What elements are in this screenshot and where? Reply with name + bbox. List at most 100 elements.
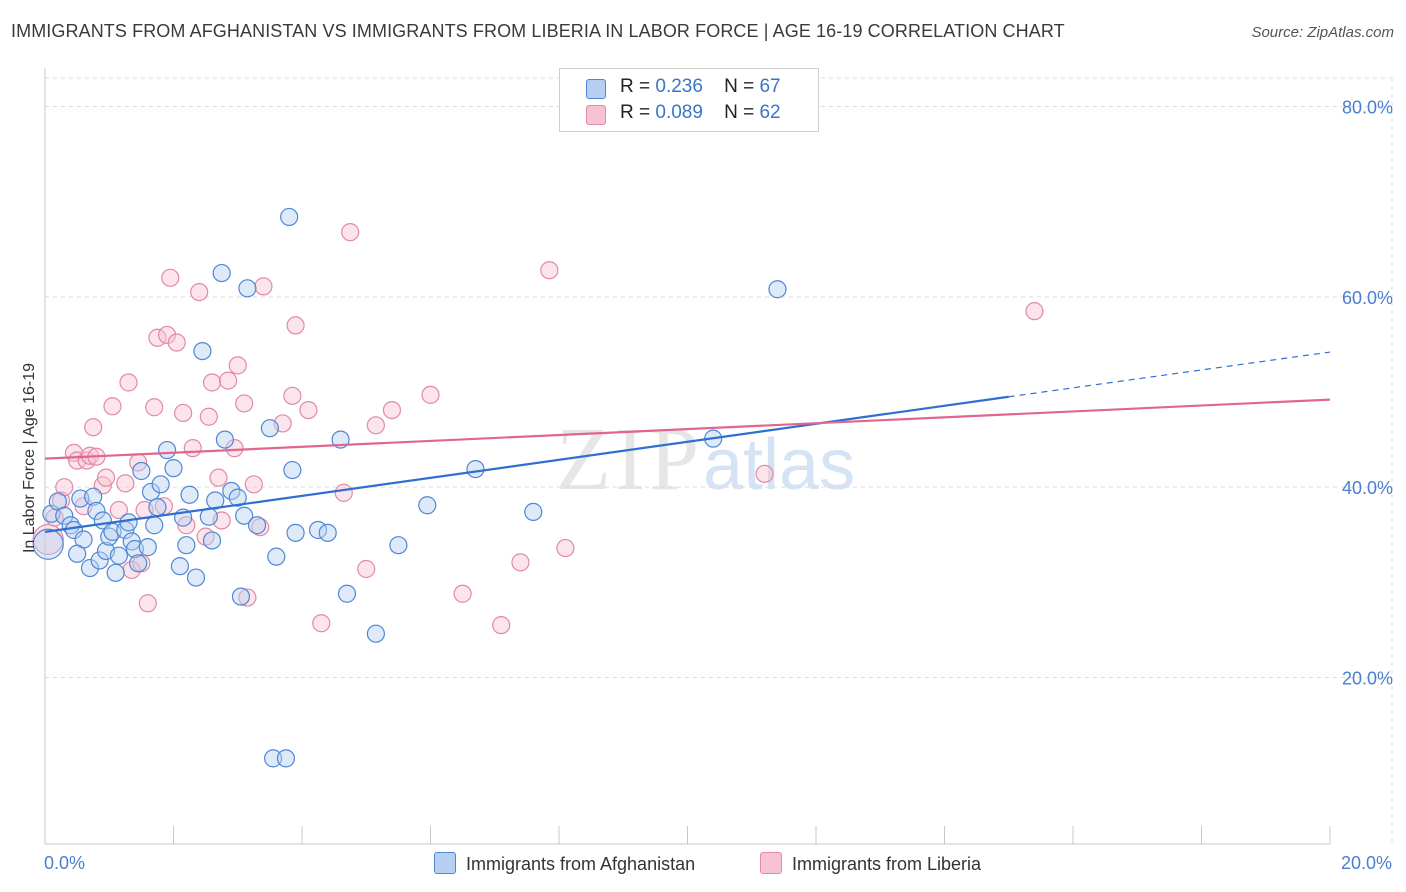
afghanistan-point: [768, 280, 787, 299]
correlation-legend: R = 0.236 N = 67 R = 0.089 N = 62: [559, 68, 819, 132]
watermark-atlas: atlas: [703, 425, 856, 505]
liberia-point: [219, 371, 238, 390]
afghanistan-point: [524, 502, 543, 522]
afghanistan-point: [87, 501, 106, 521]
bottom-legend-afghanistan: Immigrants from Afghanistan: [434, 852, 695, 875]
liberia-point: [251, 518, 270, 537]
liberia-point: [334, 483, 353, 502]
liberia-point: [145, 398, 164, 417]
liberia-point: [183, 439, 202, 458]
afghanistan-point: [318, 523, 337, 542]
afghanistan-point: [157, 440, 177, 460]
liberia-point: [228, 356, 247, 375]
afghanistan-point: [90, 551, 109, 570]
afghanistan-point: [202, 531, 222, 550]
liberia-point: [238, 588, 257, 607]
afghanistan-point: [170, 557, 190, 576]
afghanistan-point: [231, 587, 251, 606]
afghanistan-point: [389, 536, 408, 555]
afghanistan-point: [235, 506, 254, 525]
liberia-point: [299, 400, 318, 420]
bottom-legend-liberia: Immigrants from Liberia: [760, 852, 981, 875]
bottom-label-liberia: Immigrants from Liberia: [792, 854, 982, 874]
liberia-point: [1025, 302, 1044, 321]
liberia-point: [755, 464, 774, 483]
legend-n-value: 67: [759, 76, 781, 97]
afghanistan-point: [148, 498, 167, 517]
bottom-swatch-afghanistan: [434, 852, 456, 874]
axis-layer: [44, 68, 1331, 845]
afghanistan-point: [267, 547, 286, 566]
liberia-point: [109, 500, 128, 520]
afghanistan-point: [280, 207, 299, 227]
x-tick-label-max: 20.0%: [1341, 853, 1392, 873]
watermark: ZIPatlas: [556, 408, 855, 511]
liberia-point: [32, 523, 64, 556]
bottom-label-afghanistan: Immigrants from Afghanistan: [466, 854, 696, 874]
liberia-point: [84, 418, 103, 437]
afghanistan-point: [228, 488, 247, 507]
afghanistan-point: [109, 546, 128, 565]
afghanistan-point: [215, 430, 234, 449]
liberia-point: [421, 385, 440, 404]
afghanistan-point: [106, 563, 125, 582]
liberia-point: [235, 394, 254, 413]
afghanistan-trend-line: [44, 395, 1009, 533]
legend-r-value: 0.236: [655, 76, 703, 97]
y-tick-label: 20.0%: [1342, 668, 1393, 688]
liberia-point: [540, 261, 559, 280]
afghanistan-point: [177, 536, 196, 555]
afghanistan-point: [138, 538, 157, 557]
legend-r-label: R =: [620, 76, 651, 97]
legend-n-label: N =: [724, 76, 755, 97]
y-tick-label: 80.0%: [1342, 98, 1393, 118]
liberia-point: [103, 397, 122, 416]
liberia-point: [556, 538, 575, 558]
afghanistan-point: [129, 554, 148, 573]
legend-r-label: R =: [620, 102, 651, 123]
source-credit: Source: ZipAtlas.com: [1251, 24, 1394, 41]
liberia-point: [492, 616, 511, 635]
liberia-trend-line: [44, 398, 1331, 460]
afghanistan-point: [68, 544, 87, 563]
liberia-point: [286, 316, 305, 335]
bottom-swatch-liberia: [760, 852, 782, 874]
afghanistan-point: [286, 523, 305, 542]
legend-text-liberia: R = 0.089 N = 62: [620, 102, 781, 124]
legend-n-label: N =: [724, 102, 755, 123]
liberia-point: [357, 559, 376, 579]
afghanistan-point: [238, 279, 257, 298]
afghanistan-point: [212, 263, 231, 283]
liberia-point: [202, 373, 222, 392]
afghanistan-point: [55, 506, 74, 525]
label-layer: 20.0% 40.0% 60.0% 80.0% 0.0% 20.0% In Labor Fo…: [21, 98, 1393, 873]
y-tick-label: 60.0%: [1342, 288, 1393, 308]
afghanistan-point: [263, 749, 283, 768]
legend-n-value: 62: [759, 102, 781, 123]
afghanistan-point: [337, 584, 357, 603]
afghanistan-point: [283, 460, 302, 480]
legend-swatch-liberia: [586, 105, 606, 125]
afghanistan-point: [119, 513, 138, 532]
afghanistan-point: [145, 516, 164, 535]
afghanistan-point: [180, 485, 199, 504]
liberia-point: [138, 594, 157, 613]
x-tick-label-min: 0.0%: [44, 853, 85, 873]
liberia-point: [174, 403, 193, 423]
afghanistan-point: [247, 516, 267, 535]
afghanistan-point: [164, 459, 183, 478]
liberia-point: [161, 268, 180, 287]
liberia-point: [312, 614, 331, 633]
y-tick-label: 40.0%: [1342, 478, 1393, 498]
afghanistan-point: [193, 341, 212, 361]
liberia-point: [167, 333, 186, 352]
chart-title: IMMIGRANTS FROM AFGHANISTAN VS IMMIGRANT…: [11, 21, 1065, 41]
afghanistan-point: [222, 481, 241, 501]
afghanistan-trend-extension: [1008, 351, 1331, 398]
y-axis-label: In Labor Force | Age 16-19: [21, 363, 38, 553]
watermark-zip: ZIP: [556, 410, 703, 509]
liberia-point: [341, 223, 360, 242]
points-layer: [32, 207, 1044, 768]
liberia-point: [511, 553, 530, 572]
afghanistan-point: [366, 624, 385, 643]
